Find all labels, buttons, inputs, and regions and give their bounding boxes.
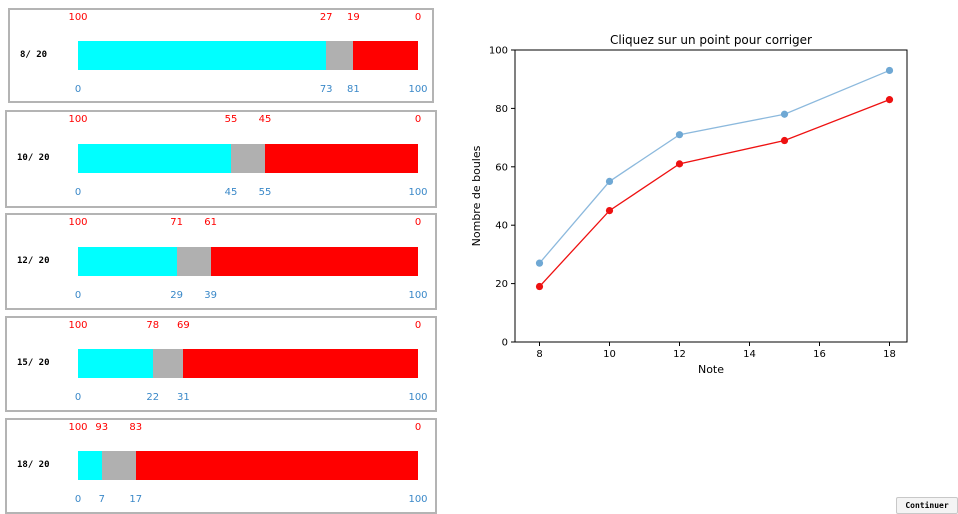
- x-tick-label: 16: [813, 349, 826, 360]
- score-label: 8/ 20: [20, 49, 48, 60]
- y-tick-label: 20: [495, 279, 508, 290]
- wrong-segment: [210, 246, 418, 276]
- uncertain-segment: [152, 349, 184, 378]
- x-tick-label: 12: [673, 349, 686, 360]
- top-tick-label: 0: [414, 114, 422, 125]
- bottom-tick-label: 0: [74, 392, 82, 403]
- bottom-tick-label: 100: [408, 187, 428, 198]
- bottom-tick-label: 81: [347, 83, 360, 95]
- score-bar: [78, 40, 418, 70]
- bottom-tick-label: 0: [74, 289, 82, 301]
- top-tick-label: 93: [95, 422, 109, 433]
- notes-chart[interactable]: Cliquez sur un point pour corriger 8 10 12 1…: [462, 28, 932, 388]
- red-series-point[interactable]: [780, 136, 789, 145]
- score-panel: 15/ 20 100 78 69 0 0 22 31 100: [5, 316, 437, 412]
- top-tick-label: 100: [68, 12, 88, 23]
- bottom-tick-label: 0: [74, 83, 82, 95]
- score-label: 15/ 20: [17, 358, 50, 368]
- blue-series-point[interactable]: [535, 259, 544, 267]
- y-tick-label: 100: [489, 46, 508, 57]
- bottom-tick-label: 29: [170, 289, 183, 301]
- red-series-point[interactable]: [885, 96, 894, 104]
- bottom-tick-label: 100: [408, 289, 428, 301]
- y-tick-label: 40: [495, 221, 508, 232]
- y-tick-label: 80: [495, 104, 508, 115]
- score-label: 18/ 20: [17, 460, 50, 470]
- uncertain-segment: [326, 40, 354, 70]
- bottom-tick-label: 100: [408, 392, 428, 403]
- blue-series-point[interactable]: [675, 131, 684, 139]
- x-tick-label: 10: [603, 349, 616, 360]
- top-tick-label: 83: [129, 422, 143, 433]
- wrong-segment: [135, 451, 418, 480]
- top-tick-label: 0: [414, 12, 422, 23]
- uncertain-segment: [101, 451, 136, 480]
- y-tick-label: 60: [495, 162, 508, 173]
- score-panel: 12/ 20 100 71 61 0 0 29 39 100: [5, 213, 437, 310]
- x-axis-label: Note: [698, 363, 724, 376]
- bottom-tick-label: 45: [224, 187, 238, 198]
- top-tick-label: 100: [68, 114, 88, 125]
- bottom-tick-label: 0: [74, 494, 82, 505]
- blue-series-point[interactable]: [780, 110, 789, 118]
- y-tick-label: 0: [502, 338, 508, 349]
- bottom-tick-label: 0: [74, 187, 82, 198]
- top-tick-label: 55: [224, 114, 238, 125]
- top-tick-label: 27: [319, 12, 333, 23]
- top-tick-label: 45: [258, 114, 272, 125]
- red-series-point[interactable]: [605, 207, 614, 215]
- score-bar: [78, 349, 418, 378]
- score-panel: 18/ 20 100 93 83 0 0 7 17 100: [5, 418, 437, 514]
- bottom-tick-label: 17: [129, 494, 143, 505]
- correct-segment: [78, 144, 231, 173]
- score-bar: [78, 451, 418, 480]
- score-label: 10/ 20: [17, 153, 50, 163]
- blue-series-line: [539, 69, 890, 264]
- top-tick-label: 0: [414, 217, 422, 228]
- top-tick-label: 69: [177, 320, 190, 331]
- x-tick-label: 18: [883, 349, 896, 360]
- correct-segment: [78, 349, 153, 378]
- wrong-segment: [183, 349, 418, 378]
- bottom-tick-label: 39: [204, 289, 217, 301]
- top-tick-label: 100: [68, 320, 88, 331]
- blue-series-point[interactable]: [605, 177, 614, 185]
- y-axis-label: Nombre de boules: [470, 145, 483, 246]
- wrong-segment: [265, 144, 418, 173]
- top-tick-label: 0: [414, 422, 422, 433]
- top-tick-label: 71: [170, 217, 183, 228]
- blue-series-point[interactable]: [885, 66, 894, 75]
- correct-segment: [78, 246, 177, 276]
- bottom-tick-label: 7: [98, 494, 105, 505]
- plot-frame: [514, 49, 908, 343]
- top-tick-label: 100: [68, 422, 88, 433]
- continue-button[interactable]: Continuer: [896, 497, 958, 514]
- red-series-point[interactable]: [675, 160, 684, 168]
- bottom-tick-label: 100: [408, 83, 428, 95]
- x-tick-label: 8: [536, 349, 542, 360]
- correct-segment: [78, 40, 327, 70]
- uncertain-segment: [176, 246, 211, 276]
- correct-segment: [78, 451, 102, 480]
- score-label: 12/ 20: [17, 255, 50, 266]
- score-bar: [78, 246, 418, 276]
- chart-title: Cliquez sur un point pour corriger: [610, 33, 812, 47]
- top-tick-label: 19: [347, 12, 360, 23]
- top-tick-label: 0: [414, 320, 422, 331]
- bottom-tick-label: 22: [146, 392, 160, 403]
- top-tick-label: 100: [68, 217, 88, 228]
- score-panel: 8/ 20 100 27 19 0 0 73 81 100: [8, 8, 434, 103]
- score-bar: [78, 144, 418, 173]
- wrong-segment: [353, 40, 418, 70]
- uncertain-segment: [231, 144, 265, 173]
- x-tick-label: 14: [743, 349, 756, 360]
- bottom-tick-label: 100: [408, 494, 428, 505]
- top-tick-label: 78: [146, 320, 160, 331]
- score-panel: 10/ 20 100 55 45 0 0 45 55 100: [5, 110, 437, 208]
- bottom-tick-label: 55: [258, 187, 272, 198]
- bottom-tick-label: 73: [319, 83, 333, 95]
- top-tick-label: 61: [204, 217, 217, 228]
- red-series-point[interactable]: [535, 282, 544, 291]
- bottom-tick-label: 31: [177, 392, 190, 403]
